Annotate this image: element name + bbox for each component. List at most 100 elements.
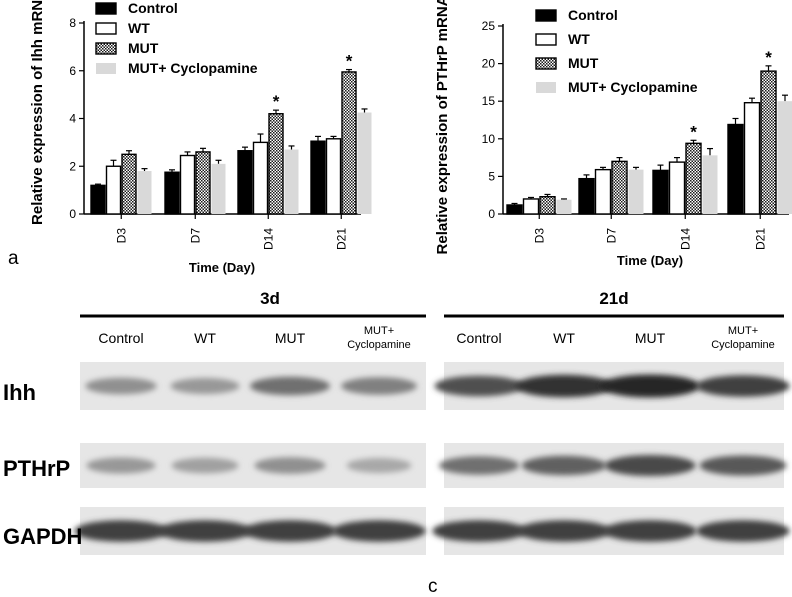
ihh-bar-D3-3 bbox=[137, 171, 152, 214]
ihh-bar-D3-0 bbox=[90, 184, 106, 215]
pthrp-bar-D7-0 bbox=[578, 177, 595, 215]
ihh-mrna-chart: Relative expression of Ihh mRNA Time (Da… bbox=[29, 0, 372, 275]
pthrp-legend-swatch-1 bbox=[535, 33, 557, 46]
ihh-bar-D14-1 bbox=[252, 141, 269, 215]
blot-band-PTHrP bbox=[171, 457, 239, 474]
ihh-legend-swatch-1 bbox=[95, 22, 117, 35]
pthrp-y-tick-label: 10 bbox=[482, 132, 496, 146]
pthrp-y-tick-label: 0 bbox=[488, 207, 495, 221]
blot-band-GAPDH bbox=[158, 520, 252, 542]
ihh-bar-D21-2 bbox=[341, 71, 357, 215]
pthrp-bar-D14-1 bbox=[668, 161, 686, 215]
ihh-significance-star: * bbox=[273, 92, 280, 111]
blot-band-Ihh bbox=[249, 376, 331, 396]
pthrp-significance-star: * bbox=[765, 48, 772, 67]
pthrp-legend-label-0: Control bbox=[568, 7, 618, 23]
blot-band-PTHrP bbox=[346, 458, 412, 473]
blot-band-PTHrP bbox=[254, 457, 326, 474]
ihh-x-tick-label: D14 bbox=[261, 228, 275, 250]
ihh-x-tick-label: D3 bbox=[114, 228, 128, 244]
ihh-significance-star: * bbox=[346, 52, 353, 71]
pthrp-bar-D14-2 bbox=[685, 142, 702, 215]
ihh-legend-swatch-0 bbox=[95, 2, 117, 15]
ihh-x-tick-label: D21 bbox=[334, 228, 348, 250]
ihh-bar-D21-3 bbox=[357, 112, 372, 214]
blot-column-label: MUT+ Cyclopamine bbox=[347, 325, 411, 351]
blot-column-label: MUT+ Cyclopamine bbox=[711, 325, 775, 351]
ihh-bar-D7-0 bbox=[164, 171, 180, 215]
ihh-bar-D3-1 bbox=[105, 165, 122, 215]
blot-column-label: MUT bbox=[635, 330, 666, 346]
blot-band-PTHrP bbox=[438, 456, 520, 475]
pthrp-y-tick-label: 20 bbox=[482, 57, 496, 71]
blot-band-PTHrP bbox=[86, 457, 156, 474]
blot-column-label: WT bbox=[553, 330, 575, 346]
pthrp-bar-D7-2 bbox=[611, 160, 628, 215]
pthrp-bar-D3-1 bbox=[522, 198, 540, 215]
blot-band-GAPDH bbox=[517, 520, 611, 542]
pthrp-chart-xlabel: Time (Day) bbox=[617, 253, 683, 268]
blot-band-PTHrP bbox=[604, 455, 696, 476]
blot-band-GAPDH bbox=[696, 520, 790, 542]
blot-band-Ihh bbox=[515, 374, 613, 398]
ihh-legend-label-2: MUT bbox=[128, 40, 159, 56]
pthrp-x-tick-label: D3 bbox=[532, 228, 546, 244]
pthrp-bar-D21-0 bbox=[727, 123, 744, 215]
blot-band-Ihh bbox=[85, 377, 157, 395]
pthrp-legend-swatch-3 bbox=[536, 82, 556, 93]
blot-column-label: Control bbox=[456, 330, 501, 346]
blot-band-Ihh bbox=[696, 375, 790, 397]
panel-label-c: c bbox=[428, 576, 438, 597]
pthrp-x-tick-label: D7 bbox=[604, 228, 618, 244]
ihh-bar-D21-1 bbox=[325, 138, 342, 215]
ihh-bar-D7-2 bbox=[195, 151, 211, 215]
pthrp-y-tick-label: 15 bbox=[482, 94, 496, 108]
pthrp-y-tick-label: 5 bbox=[488, 169, 495, 183]
pthrp-legend-label-1: WT bbox=[568, 31, 590, 47]
pthrp-legend-label-2: MUT bbox=[568, 55, 599, 71]
ihh-legend-label-3: MUT+ Cyclopamine bbox=[128, 60, 258, 76]
pthrp-bar-D21-3 bbox=[777, 101, 792, 214]
blot-band-Ihh bbox=[170, 378, 240, 394]
pthrp-x-tick-label: D14 bbox=[678, 228, 692, 250]
ihh-bar-D14-2 bbox=[268, 113, 284, 215]
ihh-chart-ylabel: Relative expression of Ihh mRNA bbox=[29, 0, 46, 225]
blot-band-GAPDH bbox=[432, 520, 526, 542]
pthrp-bar-D21-2 bbox=[760, 70, 777, 215]
blot-band-GAPDH bbox=[74, 520, 168, 542]
pthrp-legend-swatch-2 bbox=[535, 57, 557, 70]
pthrp-legend-swatch-0 bbox=[535, 9, 557, 22]
pthrp-legend-label-3: MUT+ Cyclopamine bbox=[568, 79, 698, 95]
blot-band-GAPDH bbox=[332, 520, 426, 542]
pthrp-bar-D7-3 bbox=[628, 169, 644, 214]
blot-band-GAPDH bbox=[243, 520, 337, 542]
blot-band-Ihh bbox=[434, 375, 524, 397]
pthrp-bar-D14-0 bbox=[652, 169, 669, 215]
ihh-y-tick-label: 8 bbox=[69, 16, 76, 30]
ihh-bar-D7-3 bbox=[211, 163, 226, 214]
blot-band-PTHrP bbox=[699, 455, 787, 476]
ihh-chart-xlabel: Time (Day) bbox=[189, 260, 255, 275]
pthrp-bar-D21-1 bbox=[743, 102, 761, 215]
western-blot: 3d Control WT MUT MUT+ Cyclopamine 21d Control W… bbox=[3, 289, 790, 555]
ihh-legend-label-1: WT bbox=[128, 20, 150, 36]
ihh-y-tick-label: 0 bbox=[69, 207, 76, 221]
blot-group-title-21d: 21d bbox=[599, 289, 628, 308]
pthrp-x-tick-label: D21 bbox=[753, 228, 767, 250]
blot-column-label: MUT bbox=[275, 330, 306, 346]
ihh-bar-D3-2 bbox=[121, 153, 137, 215]
pthrp-y-tick-label: 25 bbox=[482, 19, 496, 33]
pthrp-bar-D3-3 bbox=[556, 199, 572, 214]
ihh-bar-D7-1 bbox=[179, 154, 196, 215]
ihh-legend-swatch-3 bbox=[96, 63, 116, 74]
ihh-x-tick-label: D7 bbox=[188, 228, 202, 244]
blot-row-label-Ihh: Ihh bbox=[3, 380, 36, 405]
panel-label-a: a bbox=[8, 248, 19, 269]
ihh-bar-D14-0 bbox=[237, 150, 253, 215]
pthrp-bar-D3-2 bbox=[539, 196, 556, 215]
blot-group-title-3d: 3d bbox=[260, 289, 280, 308]
ihh-y-tick-label: 4 bbox=[69, 112, 76, 126]
ihh-legend-swatch-2 bbox=[95, 42, 117, 55]
blot-band-PTHrP bbox=[521, 455, 607, 476]
